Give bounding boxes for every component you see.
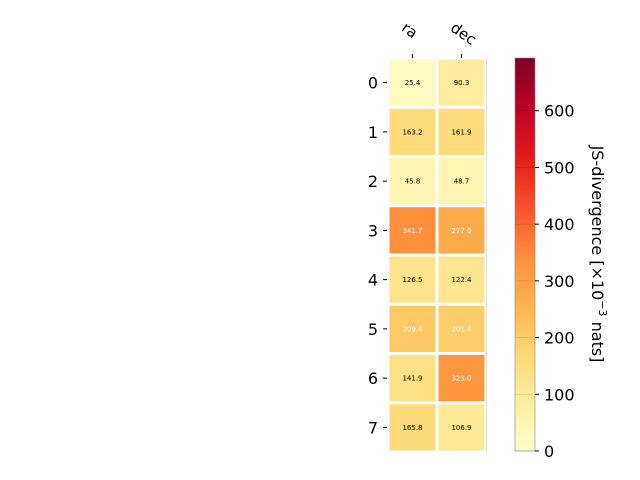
cell-value-label: 45.8: [405, 178, 421, 186]
column-label: dec: [447, 19, 479, 49]
colorbar-tick-label: 100: [544, 385, 575, 404]
heatmap-cell: [389, 404, 436, 451]
colorbar-label: JS-divergence [×10−3 nats]: [588, 145, 609, 363]
heatmap-cells: 25.4 90.3 163.2 161.9 45.8 48.7 341.7 277.0 126.…: [389, 58, 487, 452]
colorbar: 0 100 200 300 400 500 600 JS-divergence [×10−3…: [514, 57, 609, 461]
heatmap-cell: [438, 108, 485, 155]
row-label: 0: [368, 74, 378, 93]
column-label: ra: [398, 19, 421, 43]
heatmap-cell: [389, 305, 436, 352]
heatmap-cell: [389, 108, 436, 155]
heatmap-cell: [438, 59, 485, 106]
cell-value-label: 341.7: [402, 227, 422, 235]
heatmap-cell: [438, 355, 485, 402]
row-label: 2: [368, 172, 378, 191]
cell-value-label: 323.0: [451, 375, 471, 383]
cell-value-label: 106.9: [451, 424, 471, 432]
colorbar-tick-label: 200: [544, 329, 575, 348]
cell-value-label: 141.9: [402, 375, 422, 383]
row-labels: 0 1 2 3 4 5 6 7: [368, 74, 387, 437]
heatmap-cell: [389, 59, 436, 106]
row-label: 5: [368, 320, 378, 339]
colorbar-tick-label: 0: [544, 442, 554, 461]
row-label: 4: [368, 271, 378, 290]
heatmap-cell: [438, 207, 485, 254]
cell-value-label: 163.2: [402, 128, 422, 136]
row-label: 1: [368, 123, 378, 142]
heatmap-cell: [438, 256, 485, 303]
row-label: 7: [368, 418, 378, 437]
colorbar-gradient: [514, 57, 536, 452]
cell-value-label: 161.9: [451, 128, 471, 136]
cell-value-label: 48.7: [454, 178, 470, 186]
colorbar-tick-label: 600: [544, 102, 575, 121]
cell-value-label: 90.3: [454, 79, 470, 87]
heatmap-cell: [389, 207, 436, 254]
heatmap-cell: [389, 256, 436, 303]
cell-value-label: 122.4: [451, 276, 472, 284]
heatmap-cell: [389, 158, 436, 205]
heatmap-cell: [438, 404, 485, 451]
cell-value-label: 25.4: [405, 79, 421, 87]
cell-value-label: 209.4: [402, 325, 423, 333]
column-labels: ra dec: [398, 19, 480, 58]
cell-value-label: 277.0: [451, 227, 471, 235]
cell-value-label: 165.8: [402, 424, 422, 432]
heatmap-cell: [389, 355, 436, 402]
row-label: 6: [368, 369, 378, 388]
cell-value-label: 126.5: [402, 276, 422, 284]
colorbar-ticks: 0 100 200 300 400 500 600: [515, 102, 575, 461]
heatmap-cell: [438, 305, 485, 352]
cell-value-label: 201.4: [451, 325, 472, 333]
row-label: 3: [368, 221, 378, 240]
colorbar-tick-label: 300: [544, 272, 575, 291]
colorbar-tick-label: 500: [544, 158, 575, 177]
colorbar-tick-label: 400: [544, 215, 575, 234]
heatmap-cell: [438, 158, 485, 205]
